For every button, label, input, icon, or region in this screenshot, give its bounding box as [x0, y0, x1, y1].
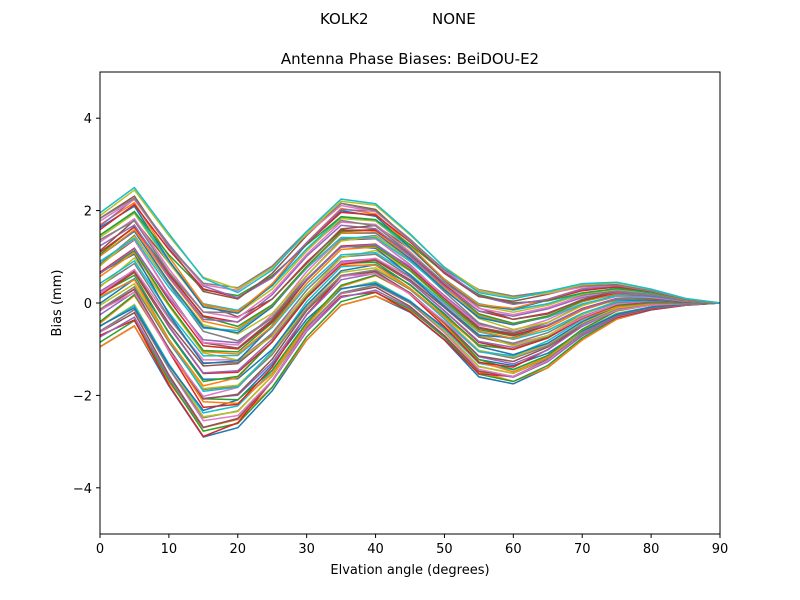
series-line: [99, 272, 721, 398]
chart-title: Antenna Phase Biases: BeiDOU-E2: [281, 50, 539, 68]
suptitle-station: KOLK2: [320, 10, 369, 28]
series-line: [99, 210, 721, 304]
suptitle-antenna: NONE: [432, 10, 476, 28]
x-tick-label: 0: [96, 542, 104, 557]
x-tick-label: 30: [298, 542, 315, 557]
series-line: [99, 223, 721, 323]
y-axis-label: Bias (mm): [50, 270, 65, 337]
x-tick-label: 60: [505, 542, 522, 557]
series-line: [99, 197, 721, 304]
x-tick-label: 70: [574, 542, 591, 557]
x-tick-label: 50: [436, 542, 453, 557]
series-layer: [99, 186, 721, 438]
series-line: [99, 186, 721, 304]
x-tick-label: 10: [161, 542, 178, 557]
x-tick-label: 40: [367, 542, 384, 557]
y-tick-label: −4: [73, 482, 92, 497]
x-tick-label: 80: [643, 542, 660, 557]
y-tick-label: −2: [73, 389, 92, 404]
x-tick-label: 90: [712, 542, 729, 557]
series-line: [99, 283, 721, 412]
series-line: [99, 203, 721, 305]
series-line: [99, 219, 721, 314]
tick-layer: 0 10 20 30 40 50 60 70 80 90 −4 −2 0 2 4: [73, 112, 728, 557]
series-line: [99, 243, 721, 344]
x-tick-label: 20: [230, 542, 247, 557]
y-tick-label: 0: [84, 297, 92, 312]
y-tick-label: 2: [84, 205, 92, 220]
series-line: [99, 264, 721, 387]
x-axis-label: Elvation angle (degrees): [330, 563, 489, 578]
y-tick-label: 4: [84, 112, 92, 127]
series-line: [99, 236, 721, 332]
